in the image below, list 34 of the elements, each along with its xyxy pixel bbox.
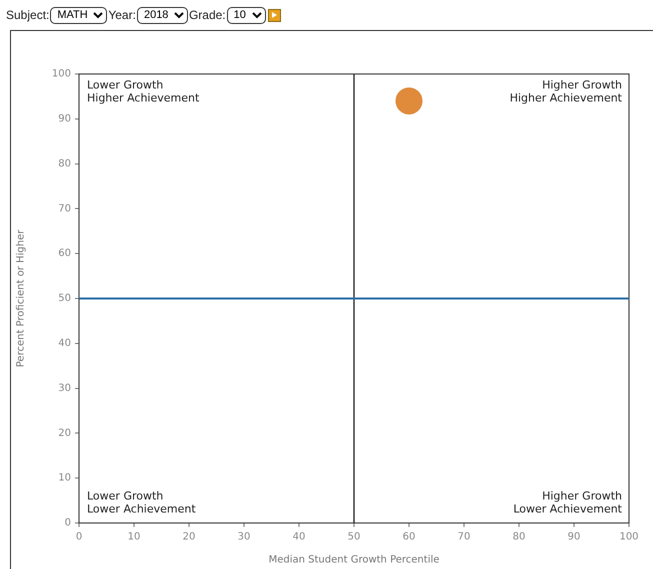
y-tick-label: 100 bbox=[52, 68, 71, 80]
x-tick-label: 70 bbox=[458, 532, 470, 543]
text: 2018 bbox=[136, 6, 188, 24]
y-tick-label: 30 bbox=[58, 382, 71, 394]
y-tick-label: 20 bbox=[58, 428, 71, 439]
y-tick-label: 70 bbox=[58, 203, 71, 214]
text: Subject: bbox=[6, 8, 50, 22]
x-tick-label: 100 bbox=[619, 532, 639, 543]
x-tick-label: 10 bbox=[128, 532, 140, 543]
y-tick-label: 80 bbox=[58, 158, 71, 170]
y-tick-label: 40 bbox=[58, 338, 71, 349]
y-tick-label: 50 bbox=[58, 293, 71, 304]
y-tick-label: 0 bbox=[64, 518, 71, 529]
x-axis-title: Median Student Growth Percentile bbox=[268, 554, 440, 566]
x-tick-label: 60 bbox=[402, 532, 416, 543]
annotation: Lower Growth Lower Achievement bbox=[87, 489, 196, 516]
text: 10 bbox=[226, 6, 266, 24]
x-tick-label: 50 bbox=[348, 532, 360, 543]
x-tick-label: 90 bbox=[568, 532, 580, 543]
x-tick-label: 20 bbox=[182, 532, 196, 543]
text: Year: bbox=[108, 8, 136, 22]
text: Grade: bbox=[188, 8, 226, 22]
y-tick-label: 90 bbox=[58, 113, 71, 124]
annotation: Higher Growth Higher Achievement bbox=[510, 78, 623, 104]
y-axis-title: Percent Proficient or Higher bbox=[16, 228, 27, 368]
y-tick-label: 10 bbox=[58, 472, 71, 484]
x-tick-label: 80 bbox=[512, 532, 526, 543]
x-tick-label: 40 bbox=[292, 532, 306, 543]
annotation: Lower Growth Higher Achievement bbox=[87, 78, 200, 104]
text: MATH bbox=[50, 6, 108, 24]
y-tick-label: 60 bbox=[58, 248, 71, 260]
x-tick-label: 30 bbox=[238, 532, 250, 543]
annotation: Higher Growth Lower Achievement bbox=[513, 489, 623, 516]
x-tick-label: 0 bbox=[76, 532, 82, 543]
